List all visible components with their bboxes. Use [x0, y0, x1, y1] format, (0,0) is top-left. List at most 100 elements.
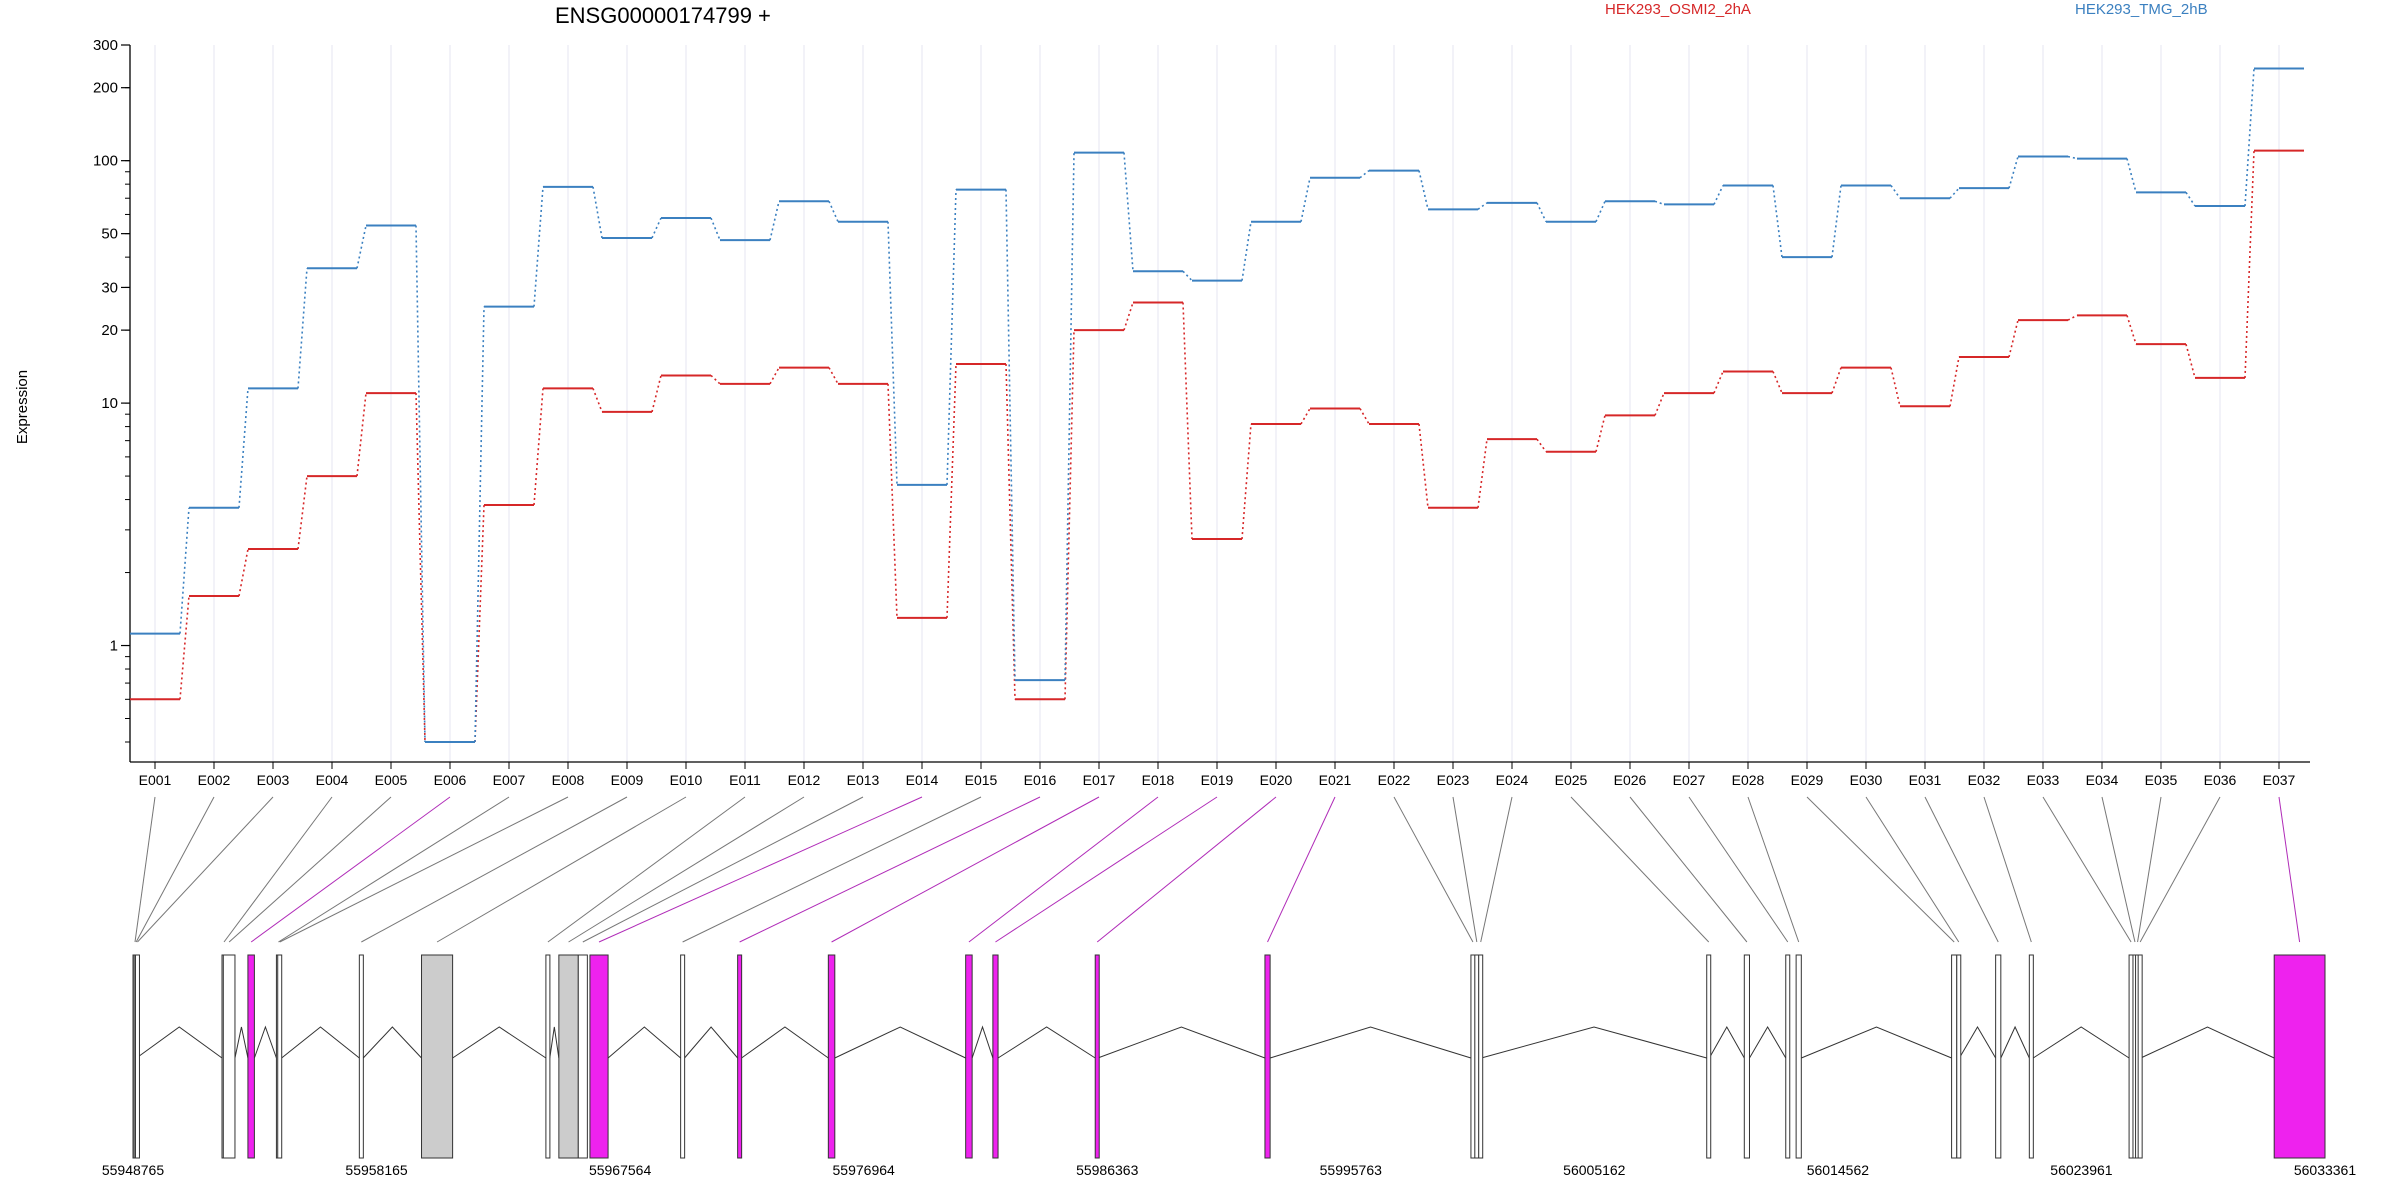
x-tick-label-E009: E009 [611, 772, 644, 788]
exon-E016 [737, 954, 743, 1159]
x-tick-label-E034: E034 [2086, 772, 2119, 788]
x-tick-label-E008: E008 [552, 772, 585, 788]
intron-19 [1958, 1026, 1997, 1059]
x-tick-label-E035: E035 [2145, 772, 2178, 788]
intron-16 [1708, 1025, 1745, 1059]
genomic-coordinate-label: 56033361 [2294, 1162, 2357, 1178]
exon-E024 [1478, 954, 1484, 1159]
connector-E033 [2042, 796, 2132, 943]
legend-series-osmi2: HEK293_OSMI2_2hA [1605, 1, 1751, 18]
exon-E012 [558, 954, 579, 1159]
series-1-connector [297, 268, 308, 389]
series-1-connector [474, 306, 485, 743]
connector-E008 [279, 796, 569, 943]
x-tick-label-E036: E036 [2204, 772, 2237, 788]
series-1-connector [356, 225, 367, 269]
x-tick-label-E012: E012 [788, 772, 821, 788]
genomic-coordinate-label: 56005162 [1563, 1162, 1626, 1178]
connector-E030 [1865, 796, 1960, 943]
connector-E019 [995, 796, 1218, 943]
series-1 [130, 67, 2304, 743]
x-tick-label-E028: E028 [1732, 772, 1765, 788]
exon-E032 [2028, 954, 2034, 1159]
exon-E019 [992, 954, 999, 1159]
intron-8 [684, 1026, 739, 1059]
series-1-connector [592, 186, 603, 239]
series-0-connector [887, 383, 898, 618]
series-1-connector [1477, 202, 1488, 210]
y-tick-label: 200 [93, 80, 118, 97]
y-tick-label: 10 [101, 395, 118, 412]
series-1-connector [1831, 185, 1842, 258]
series-0-connector [1064, 330, 1075, 700]
series-1-connector [1182, 270, 1193, 282]
series-0-connector [297, 475, 308, 550]
legend-series-tmg: HEK293_TMG_2hB [2075, 1, 2208, 18]
intron-5 [452, 1026, 547, 1059]
connector-E029 [1806, 796, 1955, 943]
y-tick-label: 1 [110, 638, 118, 655]
exon-E006 [247, 954, 255, 1159]
series-1-connector [1536, 202, 1547, 223]
series-0-connector [592, 388, 603, 413]
connector-E032 [1983, 796, 2032, 943]
x-tick-label-E002: E002 [198, 772, 231, 788]
intron-7 [607, 1026, 681, 1059]
exon-connectors [134, 796, 2301, 943]
x-tick-label-E031: E031 [1909, 772, 1942, 788]
series-0-connector [828, 367, 839, 385]
connector-E031 [1924, 796, 1999, 943]
x-tick-label-E011: E011 [729, 772, 761, 788]
series-1-connector [1949, 187, 1960, 199]
exon-E005 [222, 954, 236, 1159]
connector-E021 [1267, 796, 1336, 943]
series-1-connector [2185, 191, 2196, 207]
intron-21 [2032, 1026, 2130, 1059]
connector-E020 [1096, 796, 1277, 943]
connector-E004 [223, 796, 333, 943]
exon-E017 [827, 954, 836, 1159]
series-0-connector [1300, 408, 1311, 425]
connector-E014 [598, 796, 923, 943]
intron-1 [234, 1026, 249, 1059]
series-0-connector [769, 367, 780, 385]
series-0-connector [1005, 363, 1016, 700]
series-0-connector [1654, 392, 1665, 416]
exon-E009 [358, 954, 364, 1159]
genomic-coordinate-label: 56014562 [1807, 1162, 1870, 1178]
series-1-connector [887, 221, 898, 485]
series-1-connector [1654, 200, 1665, 206]
series-0-connector [1595, 415, 1606, 452]
x-tick-label-E016: E016 [1024, 772, 1057, 788]
series-1-connector [1241, 221, 1252, 281]
intron-2 [253, 1025, 277, 1059]
series-0-connector [356, 392, 367, 477]
series-0-connector [1182, 302, 1193, 540]
exon-E029 [1951, 954, 1958, 1159]
series-0-connector [238, 548, 249, 597]
intron-17 [1749, 1026, 1787, 1059]
exon-E026 [1743, 954, 1750, 1159]
gene-track: 55948765 55958165 55967564 55976964 55986363… [102, 954, 2357, 1178]
series-1-connector [1300, 177, 1311, 222]
x-tick-label-E032: E032 [1968, 772, 2001, 788]
exon-E030 [1956, 954, 1962, 1159]
series-1-connector [1418, 170, 1429, 210]
series-0-connector [2126, 315, 2137, 345]
exon-E010 [421, 954, 454, 1159]
x-tick-label-E033: E033 [2027, 772, 2060, 788]
series-0-connector [1713, 371, 1724, 394]
intron-12 [997, 1026, 1096, 1059]
connector-E036 [2139, 796, 2221, 943]
connector-E015 [682, 796, 982, 943]
x-tick-label-E005: E005 [375, 772, 408, 788]
series-0-connector [415, 393, 426, 743]
intron-10 [834, 1026, 966, 1059]
series-1-connector [1595, 200, 1606, 223]
series-1-connector [1064, 152, 1075, 681]
exon-E015 [680, 954, 686, 1159]
x-tick-label-E037: E037 [2263, 772, 2296, 788]
exon-E027 [1785, 954, 1791, 1159]
connector-E012 [568, 796, 805, 943]
